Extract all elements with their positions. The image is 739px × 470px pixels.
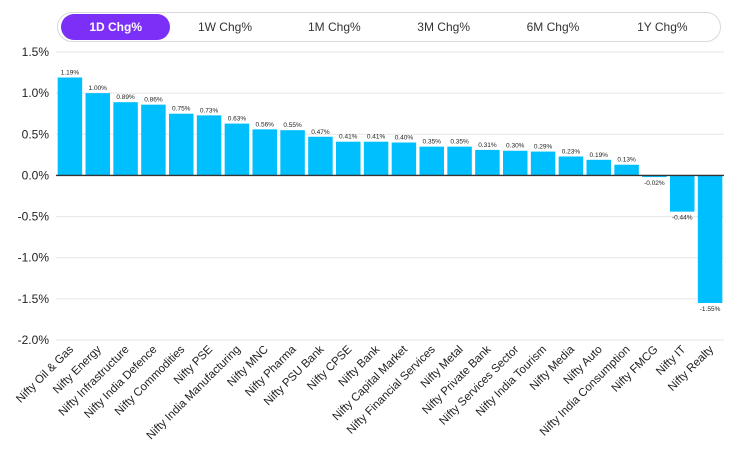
data-label: 0.41% bbox=[367, 134, 386, 141]
y-tick-label: -0.5% bbox=[18, 210, 50, 224]
bar bbox=[586, 159, 611, 176]
bar bbox=[252, 129, 277, 176]
tab-1d-change[interactable]: 1D Chg% bbox=[61, 14, 171, 40]
period-tab-bar: 1D Chg% 1W Chg% 1M Chg% 3M Chg% 6M Chg% … bbox=[57, 12, 721, 42]
data-label: 0.73% bbox=[200, 107, 219, 114]
bar bbox=[85, 93, 110, 176]
data-label: -0.02% bbox=[644, 180, 665, 187]
bar bbox=[419, 146, 444, 176]
bar bbox=[697, 175, 723, 303]
bar bbox=[224, 123, 250, 176]
data-label: 0.63% bbox=[228, 116, 247, 123]
grid-lines bbox=[56, 51, 724, 341]
data-label: 0.23% bbox=[562, 149, 581, 156]
y-tick-label: 1.0% bbox=[22, 86, 50, 100]
y-tick-label: 0.5% bbox=[22, 127, 50, 141]
data-label: 0.40% bbox=[395, 135, 414, 142]
bar bbox=[336, 141, 361, 176]
data-label: 0.47% bbox=[311, 129, 330, 136]
bar bbox=[196, 115, 222, 176]
tab-6m-change[interactable]: 6M Chg% bbox=[526, 20, 580, 34]
bars bbox=[57, 77, 723, 303]
y-tick-label: 0.0% bbox=[22, 168, 50, 182]
bar bbox=[530, 151, 556, 176]
tab-3m-change[interactable]: 3M Chg% bbox=[417, 20, 470, 34]
bar bbox=[308, 136, 333, 176]
data-label: 0.31% bbox=[478, 142, 497, 149]
tab-1w-change[interactable]: 1W Chg% bbox=[197, 20, 252, 34]
y-tick-label: 1.5% bbox=[22, 45, 50, 59]
y-tick-label: -2.0% bbox=[18, 333, 50, 347]
data-label: 0.29% bbox=[534, 144, 553, 151]
data-label: 0.41% bbox=[339, 134, 358, 141]
data-label: 0.13% bbox=[617, 157, 636, 164]
bar bbox=[447, 146, 472, 176]
bar bbox=[475, 149, 500, 176]
bar bbox=[363, 141, 389, 176]
bar bbox=[113, 102, 138, 176]
bar bbox=[614, 164, 639, 176]
y-tick-label: -1.0% bbox=[18, 251, 50, 265]
data-label: -1.55% bbox=[700, 306, 721, 313]
bar bbox=[280, 130, 305, 176]
bar bbox=[642, 175, 667, 178]
tab-1m-change[interactable]: 1M Chg% bbox=[307, 20, 361, 34]
data-label: 1.00% bbox=[89, 85, 108, 92]
data-label: 1.19% bbox=[61, 70, 80, 77]
data-label: 0.19% bbox=[590, 152, 609, 159]
y-tick-label: -1.5% bbox=[18, 292, 50, 306]
bar bbox=[391, 142, 417, 176]
data-label: 0.55% bbox=[283, 122, 302, 129]
bar bbox=[558, 156, 584, 176]
data-label: 0.35% bbox=[450, 139, 469, 146]
data-label: 0.86% bbox=[144, 97, 163, 104]
bar bbox=[141, 104, 166, 176]
data-label: 0.35% bbox=[423, 139, 442, 146]
tab-1y-change[interactable]: 1Y Chg% bbox=[637, 20, 688, 34]
data-label: 0.30% bbox=[506, 143, 525, 150]
data-label: 0.56% bbox=[256, 121, 275, 128]
data-label: 0.75% bbox=[172, 106, 191, 113]
y-axis-ticks: 1.5% 1.0% 0.5% 0.0% -0.5% -1.0% -1.5% -2.0% bbox=[18, 45, 50, 347]
data-labels: 1.19% 1.00% 0.89% 0.86% 0.75% 0.73% 0.63% 0.56%… bbox=[61, 70, 721, 313]
bar bbox=[169, 113, 194, 176]
bar bbox=[57, 77, 83, 176]
data-label: -0.44% bbox=[672, 215, 693, 222]
bar bbox=[670, 175, 695, 212]
data-label: 0.89% bbox=[116, 94, 135, 101]
bar bbox=[503, 150, 528, 176]
